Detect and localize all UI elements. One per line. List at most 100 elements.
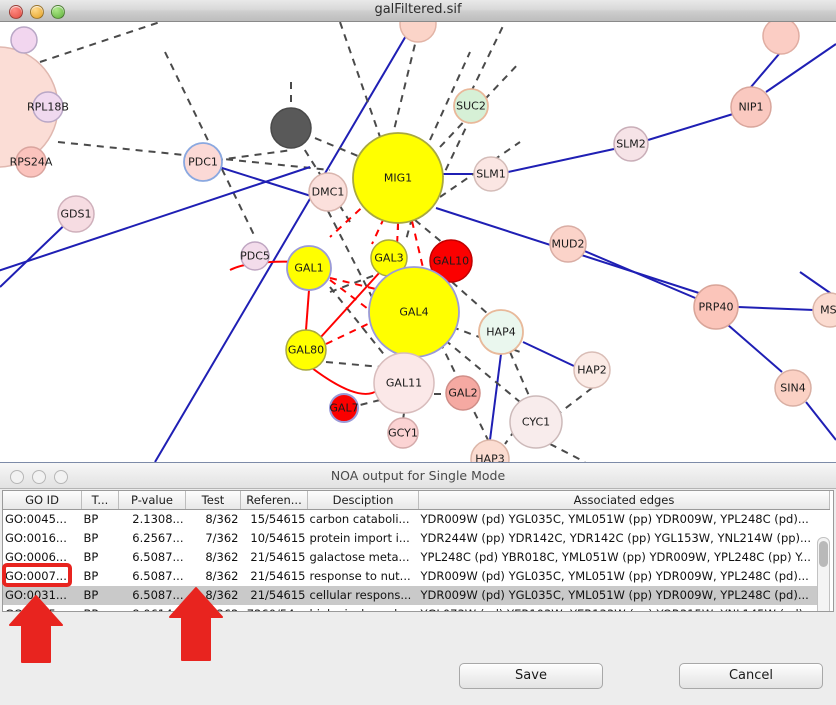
node-label-RPL18B: RPL18B bbox=[27, 101, 69, 114]
cell-type: BP bbox=[82, 605, 119, 611]
node-GAL11[interactable] bbox=[373, 352, 435, 414]
cell-go-id: GO:0065... bbox=[3, 605, 82, 611]
cell-edges: YDR009W (pd) YGL035C, YML051W (pp) YDR00… bbox=[420, 569, 809, 583]
close-button[interactable] bbox=[9, 5, 23, 19]
node-labels-layer: RPL18B RPS24A GDS1 PDC1 SUC2 NIP1 SLM2 S… bbox=[10, 100, 836, 463]
node-partial-top[interactable] bbox=[399, 22, 437, 43]
network-canvas[interactable]: .pp{stroke:#1f1fb4;stroke-width:2;} .pd{… bbox=[0, 22, 836, 462]
table-row[interactable]: GO:0016... BP 6.2567... 7/362 10/54615 protei… bbox=[3, 529, 830, 548]
node-unlabeled-dark[interactable] bbox=[270, 107, 312, 149]
table-row[interactable]: GO:0007... BP 6.5087... 8/362 21/54615 respon… bbox=[3, 567, 830, 586]
col-header-type[interactable]: T... bbox=[81, 491, 119, 510]
header-row: GO ID T... P-value Test Referen... Desci… bbox=[3, 491, 830, 510]
node-label-GAL10: GAL10 bbox=[433, 255, 469, 268]
node-label-HAP2: HAP2 bbox=[577, 364, 606, 377]
node-GCY1[interactable] bbox=[387, 417, 419, 449]
noa-window-controls[interactable] bbox=[10, 470, 68, 484]
col-header-go-id[interactable]: GO ID bbox=[3, 491, 82, 510]
node-label-PDC5: PDC5 bbox=[240, 250, 270, 263]
node-label-SLM2: SLM2 bbox=[616, 138, 646, 151]
node-SUC2[interactable] bbox=[453, 88, 489, 124]
results-table-container[interactable]: GO ID T... P-value Test Referen... Desci… bbox=[2, 490, 834, 612]
noa-maximize-button[interactable] bbox=[54, 470, 68, 484]
col-header-description[interactable]: Desciption bbox=[307, 491, 419, 510]
save-button[interactable]: Save bbox=[459, 663, 603, 689]
col-header-reference[interactable]: Referen... bbox=[240, 491, 308, 510]
node-GAL1[interactable] bbox=[286, 245, 332, 291]
nodes-layer bbox=[0, 22, 836, 462]
node-partial-top-right[interactable] bbox=[762, 22, 800, 55]
node-label-GDS1: GDS1 bbox=[61, 208, 92, 221]
cell-test: 8/362 bbox=[205, 512, 239, 526]
table-row[interactable]: GO:0006... BP 6.5087... 8/362 21/54615 galact… bbox=[3, 548, 830, 567]
cell-go-id: GO:0031... bbox=[3, 586, 82, 605]
node-GAL7[interactable] bbox=[329, 393, 359, 423]
node-SLM1[interactable] bbox=[473, 156, 509, 192]
node-RPL18B[interactable] bbox=[32, 91, 64, 123]
cell-description: protein import i... bbox=[309, 531, 410, 545]
cell-p-value: 6.5087... bbox=[118, 586, 186, 605]
cell-p-value: 6.5087... bbox=[132, 550, 184, 564]
node-GAL2[interactable] bbox=[445, 375, 481, 411]
table-row-selected[interactable]: GO:0031... BP 6.5087... 8/362 21/54615 cellul… bbox=[3, 586, 830, 605]
node-GAL10[interactable] bbox=[429, 239, 473, 283]
node-HAP4[interactable] bbox=[478, 309, 524, 355]
col-header-associated-edges[interactable]: Associated edges bbox=[418, 491, 830, 510]
node-PDC1[interactable] bbox=[183, 142, 223, 182]
node-HAP2[interactable] bbox=[573, 351, 611, 389]
node-DMC1[interactable] bbox=[308, 172, 348, 212]
window-controls[interactable] bbox=[9, 5, 65, 19]
node-PRP40[interactable] bbox=[693, 284, 739, 330]
cell-edges: YPL248C (pd) YBR018C, YML051W (pp) YDR00… bbox=[420, 550, 811, 564]
node-HAP3[interactable] bbox=[470, 439, 510, 462]
node-CYC1[interactable] bbox=[509, 395, 563, 449]
table-row[interactable]: GO:0045... BP 2.1308... 8/362 15/54615 carbon… bbox=[3, 510, 830, 530]
node-label-MUD2: MUD2 bbox=[551, 238, 584, 251]
noa-minimize-button[interactable] bbox=[32, 470, 46, 484]
node-label-GAL4: GAL4 bbox=[399, 306, 428, 319]
network-graph: .pp{stroke:#1f1fb4;stroke-width:2;} .pd{… bbox=[0, 22, 836, 462]
cell-description: biological regul... bbox=[308, 605, 419, 611]
cell-p-value: 6.5087... bbox=[132, 569, 184, 583]
maximize-button[interactable] bbox=[51, 5, 65, 19]
node-PDC5[interactable] bbox=[240, 241, 270, 271]
node-SLM2[interactable] bbox=[613, 126, 649, 162]
minimize-button[interactable] bbox=[30, 5, 44, 19]
node-partial-top-left[interactable] bbox=[10, 26, 38, 54]
node-GAL80[interactable] bbox=[285, 329, 327, 371]
scrollbar-thumb[interactable] bbox=[819, 541, 828, 567]
noa-close-button[interactable] bbox=[10, 470, 24, 484]
cell-edges: YDR244W (pp) YDR142C, YDR142C (pp) YGL15… bbox=[420, 531, 812, 545]
node-label-GAL1: GAL1 bbox=[294, 262, 323, 275]
cell-reference: 21/54615 bbox=[240, 586, 308, 605]
node-MUD2[interactable] bbox=[549, 225, 587, 263]
table-row[interactable]: GO:0065...BP8.0614...94/3627260/54...bio… bbox=[3, 605, 830, 611]
cell-description: response to nut... bbox=[309, 569, 411, 583]
table-body: GO:0045... BP 2.1308... 8/362 15/54615 carbon… bbox=[3, 510, 830, 611]
node-label-MSI: MSI bbox=[820, 304, 836, 317]
cell-go-id: GO:0045... bbox=[5, 512, 67, 526]
cell-p-value: 6.2567... bbox=[132, 531, 184, 545]
cell-go-id: GO:0007... bbox=[5, 569, 67, 583]
cell-description: carbon cataboli... bbox=[309, 512, 410, 526]
node-MIG1[interactable] bbox=[352, 132, 444, 224]
cell-go-id: GO:0016... bbox=[5, 531, 67, 545]
node-SIN4[interactable] bbox=[774, 369, 812, 407]
cancel-button[interactable]: Cancel bbox=[679, 663, 823, 689]
node-label-SLM1: SLM1 bbox=[476, 168, 506, 181]
cell-reference: 10/54615 bbox=[250, 531, 306, 545]
node-GDS1[interactable] bbox=[57, 195, 95, 233]
cell-test: 8/362 bbox=[185, 586, 241, 605]
node-MSI[interactable] bbox=[812, 292, 836, 328]
node-NIP1[interactable] bbox=[730, 86, 772, 128]
dialog-button-row: Save Cancel bbox=[0, 663, 836, 693]
node-label-SIN4: SIN4 bbox=[780, 382, 805, 395]
table-scrollbar[interactable] bbox=[817, 537, 830, 611]
col-header-test[interactable]: Test bbox=[185, 491, 241, 510]
cell-reference: 15/54615 bbox=[250, 512, 306, 526]
node-RPS24A[interactable] bbox=[15, 146, 47, 178]
node-label-PDC1: PDC1 bbox=[188, 156, 218, 169]
cell-edges: YDR009W (pd) YGL035C, YML051W (pp) YDR00… bbox=[418, 586, 830, 605]
node-label-HAP4: HAP4 bbox=[486, 326, 515, 339]
col-header-p-value[interactable]: P-value bbox=[118, 491, 186, 510]
